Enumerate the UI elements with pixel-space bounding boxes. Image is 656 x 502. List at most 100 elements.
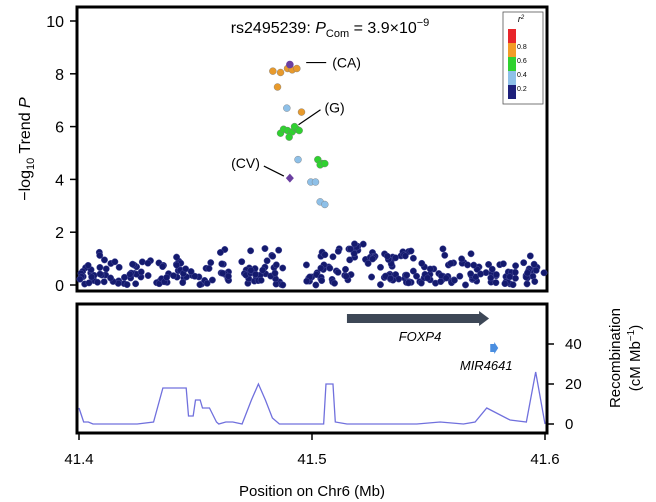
snp-point [318, 277, 326, 285]
snp-point [163, 273, 171, 281]
snp-point [346, 245, 354, 253]
snp-point [203, 279, 211, 287]
snp-point [439, 245, 447, 253]
snp-point [126, 270, 134, 278]
snp-point [144, 259, 152, 267]
annotation-g: (G) [325, 100, 345, 116]
snp-point [409, 267, 417, 275]
snp-point [294, 155, 302, 164]
recombination-right-ticks: 0 20 40 [547, 336, 582, 433]
snp-point [261, 245, 269, 253]
snp-point [401, 252, 409, 260]
x-axis-label: Position on Chr6 (Mb) [239, 483, 385, 500]
snp-point [312, 281, 320, 289]
snp-point [100, 278, 108, 286]
snp-point [295, 126, 303, 135]
r2-label-02: 0.2 [517, 86, 527, 93]
snp-point [377, 263, 384, 271]
snp-point [159, 263, 167, 271]
r2-color-bin [508, 71, 516, 85]
snp-point [540, 269, 548, 277]
snp-point [259, 266, 267, 274]
annotation-cv: (CV) [231, 155, 260, 171]
snp-point [417, 279, 425, 287]
snp-point [196, 281, 204, 289]
snp-point [272, 261, 280, 269]
snp-point [321, 200, 329, 209]
right-tick-label: 20 [565, 376, 582, 393]
snp-point [170, 272, 177, 280]
snp-point [477, 270, 485, 278]
snp-point [121, 273, 128, 281]
recombination-panel: FOXP4 MIR4641 41.4 41.5 41.6 0 20 40 Position… [64, 302, 644, 500]
snp-point [442, 274, 450, 282]
snp-point [464, 261, 472, 269]
snp-point [297, 108, 306, 116]
snp-point [462, 281, 469, 289]
snp-point [275, 246, 283, 254]
snp-point [123, 281, 131, 289]
snp-point [269, 67, 277, 75]
snp-point [450, 276, 458, 284]
snp-point [377, 281, 384, 289]
snp-point [487, 274, 495, 282]
snp-point [467, 250, 475, 258]
snp-point [520, 259, 528, 267]
snp-point [187, 268, 195, 275]
snp-point [492, 279, 500, 287]
snp-point [447, 259, 455, 267]
snp-point [205, 265, 213, 272]
snp-point [303, 277, 311, 285]
snp-point [492, 271, 500, 279]
snp-point [418, 259, 426, 267]
gene-track: FOXP4 MIR4641 [346, 311, 513, 373]
snp-point [409, 254, 417, 262]
snp-point [279, 264, 287, 272]
gene-mir4641-label: MIR4641 [460, 358, 513, 373]
snp-point [485, 260, 493, 268]
snp-point [191, 272, 199, 280]
snp-point [247, 266, 255, 274]
snp-point [368, 273, 376, 281]
snp-point [271, 269, 279, 277]
r2-label-08: 0.8 [517, 44, 527, 51]
recombination-rate-line [78, 371, 546, 425]
association-y-ticks: 0 2 4 6 8 10 [46, 14, 77, 295]
snp-point [364, 260, 372, 267]
snp-point [88, 273, 96, 281]
y-tick-label: 0 [55, 278, 64, 295]
snp-point [207, 259, 215, 267]
snp-point [293, 64, 301, 73]
snp-point [279, 281, 287, 289]
snp-point [96, 263, 104, 271]
snp-point [317, 264, 325, 272]
snp-point [269, 252, 277, 260]
snp-point [501, 280, 509, 288]
r2-color-bin [508, 85, 516, 99]
right-tick-label: 0 [565, 416, 573, 433]
snp-point [531, 278, 539, 285]
snp-point [216, 249, 224, 256]
annotation-line [263, 165, 285, 177]
snp-point [263, 257, 271, 265]
snp-point [523, 269, 531, 277]
snp-point [302, 261, 310, 269]
r2-color-bin [508, 57, 516, 71]
snp-point [512, 274, 519, 282]
snp-point [257, 276, 265, 284]
snp-point [115, 263, 123, 271]
snp-point [329, 253, 337, 261]
snp-point [387, 275, 394, 282]
snp-point [107, 274, 114, 282]
snp-point [467, 270, 475, 278]
index-snp-point [286, 60, 294, 69]
snp-point [219, 269, 227, 277]
association-y-axis-label: −log10 Trend P [17, 97, 37, 201]
snp-point [383, 252, 391, 260]
snp-point [94, 278, 101, 286]
r2-legend-title: r2 [518, 14, 525, 24]
y-tick-label: 2 [55, 225, 64, 242]
snp-point [342, 265, 349, 273]
snp-point [182, 265, 190, 273]
snp-point [413, 272, 420, 280]
